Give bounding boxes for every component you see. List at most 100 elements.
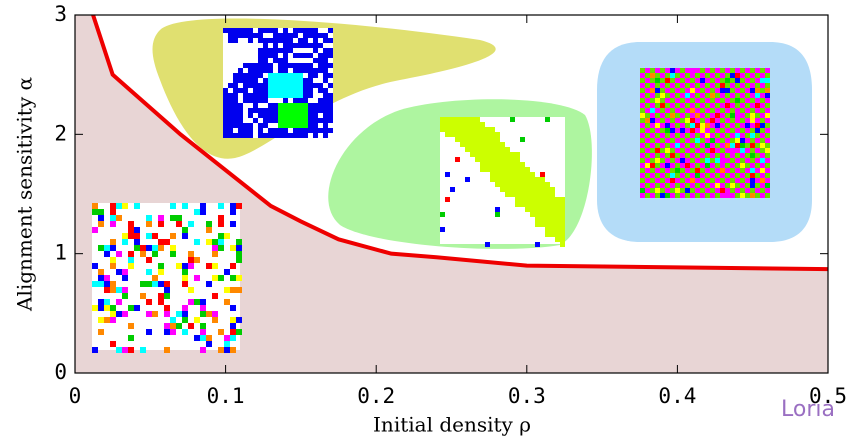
pixel bbox=[665, 188, 670, 193]
pixel bbox=[760, 173, 765, 178]
pixel bbox=[505, 157, 510, 162]
pixel bbox=[670, 88, 675, 93]
pixel bbox=[520, 137, 525, 142]
pixel bbox=[308, 78, 313, 83]
pixel bbox=[665, 148, 670, 153]
pixel bbox=[765, 83, 770, 88]
pixel bbox=[530, 197, 535, 202]
pixel bbox=[283, 118, 288, 123]
pixel bbox=[515, 162, 520, 167]
pixel bbox=[650, 133, 655, 138]
pixel bbox=[515, 202, 520, 207]
pixel bbox=[750, 98, 755, 103]
pixel bbox=[700, 98, 705, 103]
pixel bbox=[298, 103, 303, 108]
pixel bbox=[710, 78, 715, 83]
pixel bbox=[495, 167, 500, 172]
pixel bbox=[720, 138, 725, 143]
pixel bbox=[745, 138, 750, 143]
pixel bbox=[755, 178, 760, 183]
pixel bbox=[313, 33, 318, 38]
pixel bbox=[230, 305, 236, 311]
pixel bbox=[283, 78, 288, 83]
pixel bbox=[705, 93, 710, 98]
pixel bbox=[313, 113, 318, 118]
pixel bbox=[640, 93, 645, 98]
pixel bbox=[640, 128, 645, 133]
pixel bbox=[228, 108, 233, 113]
pixel bbox=[705, 148, 710, 153]
pixel bbox=[258, 68, 263, 73]
pixel bbox=[318, 108, 323, 113]
pixel bbox=[318, 98, 323, 103]
pixel bbox=[490, 132, 495, 137]
pixel bbox=[182, 311, 188, 317]
pixel bbox=[695, 108, 700, 113]
pixel bbox=[328, 48, 333, 53]
pixel bbox=[122, 275, 128, 281]
pixel bbox=[745, 98, 750, 103]
pixel bbox=[313, 68, 318, 73]
pixel bbox=[760, 158, 765, 163]
pixel bbox=[560, 232, 565, 237]
pixel bbox=[258, 48, 263, 53]
pixel bbox=[735, 183, 740, 188]
pixel bbox=[690, 113, 695, 118]
pixel bbox=[92, 209, 98, 215]
pixel bbox=[640, 108, 645, 113]
pixel bbox=[122, 269, 128, 275]
pixel bbox=[765, 78, 770, 83]
pixel bbox=[740, 93, 745, 98]
pixel bbox=[470, 152, 475, 157]
pixel bbox=[122, 311, 128, 317]
pixel bbox=[515, 177, 520, 182]
pixel bbox=[670, 143, 675, 148]
pixel bbox=[258, 88, 263, 93]
pixel bbox=[110, 221, 116, 227]
pixel bbox=[735, 113, 740, 118]
pixel bbox=[140, 251, 146, 257]
pixel bbox=[560, 227, 565, 232]
pixel bbox=[273, 83, 278, 88]
y-tick-label: 0 bbox=[54, 360, 67, 384]
pixel bbox=[705, 188, 710, 193]
pixel bbox=[675, 148, 680, 153]
pixel bbox=[750, 138, 755, 143]
pixel bbox=[268, 103, 273, 108]
pixel bbox=[670, 73, 675, 78]
pixel bbox=[655, 193, 660, 198]
pixel bbox=[445, 122, 450, 127]
pixel bbox=[128, 347, 134, 353]
pixel bbox=[670, 68, 675, 73]
pixel bbox=[224, 347, 230, 353]
pixel bbox=[500, 182, 505, 187]
pixel bbox=[520, 187, 525, 192]
pixel bbox=[243, 73, 248, 78]
pixel bbox=[258, 38, 263, 43]
pixel bbox=[720, 83, 725, 88]
pixel bbox=[182, 203, 188, 209]
pixel bbox=[675, 158, 680, 163]
pixel bbox=[750, 88, 755, 93]
pixel bbox=[730, 153, 735, 158]
pixel bbox=[323, 103, 328, 108]
pixel bbox=[550, 202, 555, 207]
pixel bbox=[500, 162, 505, 167]
pixel bbox=[765, 188, 770, 193]
pixel bbox=[750, 118, 755, 123]
pixel bbox=[313, 123, 318, 128]
pixel bbox=[680, 113, 685, 118]
pixel bbox=[238, 123, 243, 128]
pixel bbox=[515, 157, 520, 162]
pixel bbox=[318, 33, 323, 38]
pixel bbox=[760, 118, 765, 123]
pixel bbox=[640, 133, 645, 138]
pixel bbox=[128, 323, 134, 329]
pixel bbox=[730, 113, 735, 118]
pixel bbox=[745, 73, 750, 78]
pixel bbox=[258, 133, 263, 138]
pixel bbox=[725, 128, 730, 133]
pixel bbox=[665, 168, 670, 173]
pixel bbox=[495, 157, 500, 162]
pixel bbox=[258, 123, 263, 128]
